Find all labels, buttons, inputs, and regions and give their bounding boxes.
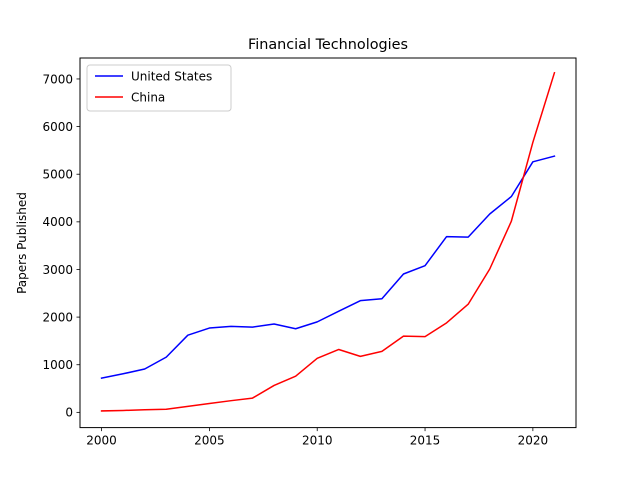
series-layer [100, 71, 556, 412]
y-axis-ticks: 0 1000 2000 3000 4000 5000 6000 7000 [42, 72, 80, 420]
legend-label-1: China [131, 90, 165, 104]
x-tick-label: 2010 [302, 434, 333, 448]
y-tick-label: 5000 [42, 168, 73, 182]
plot-area-frame [79, 57, 577, 429]
x-axis-ticks: 2000 2005 2010 2015 2020 [86, 427, 549, 448]
legend: United States China [86, 64, 232, 112]
y-axis-label: Papers Published [15, 192, 29, 294]
chart-title: Financial Technologies [248, 37, 408, 53]
x-tick-label: 2000 [86, 434, 117, 448]
x-tick-label: 2005 [194, 434, 225, 448]
y-tick-label: 6000 [42, 120, 73, 134]
x-tick-label: 2020 [518, 434, 549, 448]
series-line-0 [100, 155, 556, 379]
y-tick-label: 7000 [42, 72, 73, 86]
series-line-1 [100, 71, 556, 412]
y-tick-label: 4000 [42, 215, 73, 229]
y-tick-label: 1000 [42, 358, 73, 372]
legend-label-0: United States [131, 69, 212, 83]
y-tick-label: 2000 [42, 310, 73, 324]
y-tick-label: 3000 [42, 263, 73, 277]
x-tick-label: 2015 [410, 434, 441, 448]
y-tick-label: 0 [65, 406, 73, 420]
